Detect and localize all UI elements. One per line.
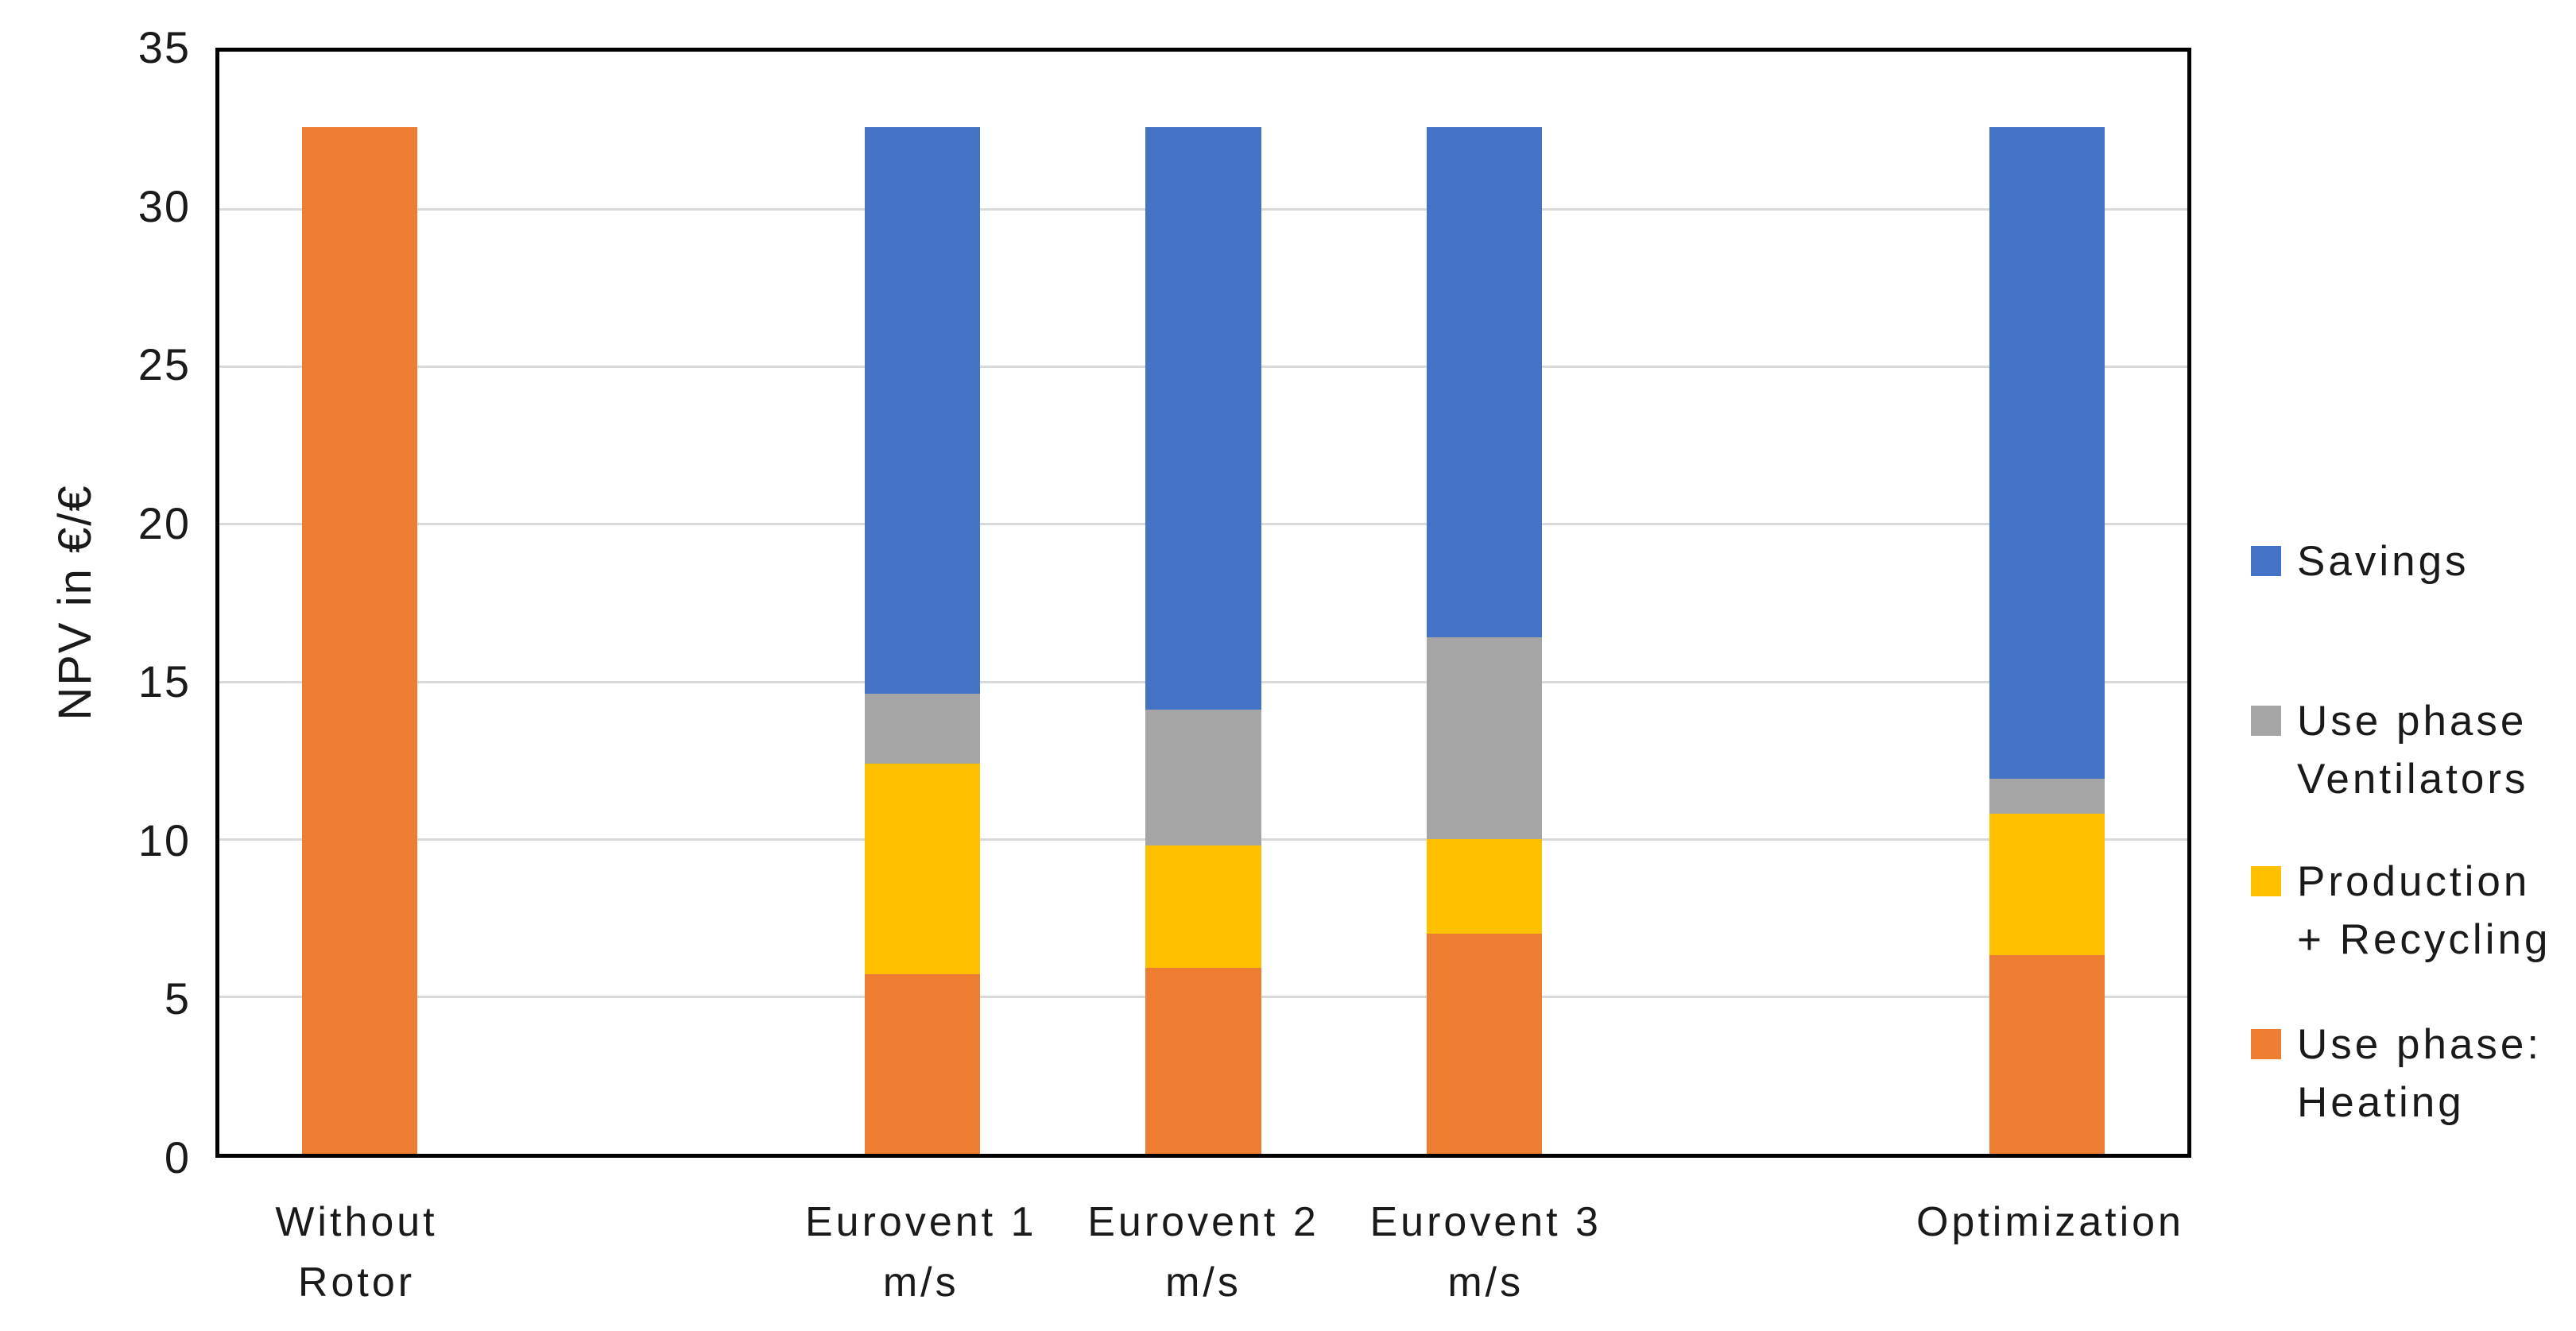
x-category-label-eurovent-1-m-s: Eurovent 1 m/s — [667, 1192, 1176, 1313]
legend-label: Savings — [2297, 532, 2469, 590]
bar-segment-eurovent-2-m-s-use-phase-heating — [1145, 968, 1261, 1154]
legend-swatch-icon — [2251, 706, 2281, 736]
legend-item-production-recycling: Production + Recycling — [2251, 853, 2551, 969]
bar-eurovent-3-m-s — [1427, 52, 1543, 1154]
x-category-label-optimization: Optimization — [1795, 1192, 2304, 1252]
bar-segment-eurovent-2-m-s-savings — [1145, 127, 1261, 710]
x-category-label-eurovent-3-m-s: Eurovent 3 m/s — [1231, 1192, 1740, 1313]
legend-label: Production + Recycling — [2297, 853, 2551, 969]
x-category-label-without-rotor: Without Rotor — [103, 1192, 611, 1313]
legend-label: Use phase: Heating — [2297, 1016, 2542, 1132]
y-tick-label-20: 20 — [138, 497, 191, 548]
bar-segment-eurovent-1-m-s-production-recycling — [864, 763, 980, 975]
bar-segment-eurovent-3-m-s-use-phase-ventilators — [1427, 637, 1543, 839]
bar-eurovent-1-m-s — [864, 52, 980, 1154]
bar-segment-eurovent-3-m-s-savings — [1427, 127, 1543, 638]
legend-swatch-icon — [2251, 546, 2281, 576]
y-tick-label-35: 35 — [138, 22, 191, 72]
x-category-label-line: m/s — [1447, 1259, 1524, 1306]
y-tick-label-0: 0 — [164, 1132, 191, 1182]
bar-segment-eurovent-1-m-s-savings — [864, 127, 980, 695]
plot-area — [215, 48, 2191, 1158]
bar-segment-optimization-production-recycling — [1989, 814, 2105, 956]
x-category-label-line: m/s — [882, 1259, 959, 1306]
bar-segment-eurovent-3-m-s-use-phase-heating — [1427, 933, 1543, 1154]
y-tick-label-10: 10 — [138, 814, 191, 865]
legend-swatch-icon — [2251, 1029, 2281, 1059]
x-category-label-line: Eurovent 1 — [805, 1199, 1037, 1245]
y-tick-label-15: 15 — [138, 656, 191, 707]
bar-segment-eurovent-3-m-s-production-recycling — [1427, 838, 1543, 934]
bar-without-rotor — [302, 52, 418, 1154]
x-category-label-eurovent-2-m-s: Eurovent 2 m/s — [949, 1192, 1458, 1313]
x-category-label-line: Eurovent 2 — [1087, 1199, 1319, 1245]
bar-segment-eurovent-2-m-s-production-recycling — [1145, 845, 1261, 969]
x-category-label-line: Without — [275, 1199, 438, 1245]
legend-item-savings: Savings — [2251, 532, 2469, 590]
legend-label: Use phase Ventilators — [2297, 692, 2528, 808]
legend-swatch-icon — [2251, 866, 2281, 896]
bar-segment-without-rotor-use-phase-heating — [302, 127, 418, 1154]
bar-segment-eurovent-2-m-s-use-phase-ventilators — [1145, 710, 1261, 845]
legend-label-line: Savings — [2297, 538, 2469, 585]
y-tick-label-5: 5 — [164, 973, 191, 1024]
legend-label-line: Use phase — [2297, 698, 2528, 745]
bar-segment-eurovent-1-m-s-use-phase-heating — [864, 974, 980, 1154]
legend-item-use-phase-ventilators: Use phase Ventilators — [2251, 692, 2528, 808]
bar-segment-optimization-use-phase-heating — [1989, 955, 2105, 1154]
legend-label-line: Heating — [2297, 1079, 2465, 1126]
x-category-label-line: m/s — [1165, 1259, 1242, 1306]
legend-item-use-phase-heating: Use phase: Heating — [2251, 1016, 2542, 1132]
y-tick-label-25: 25 — [138, 339, 191, 390]
legend-label-line: Production — [2297, 858, 2531, 905]
bar-segment-optimization-use-phase-ventilators — [1989, 779, 2105, 814]
bar-eurovent-2-m-s — [1145, 52, 1261, 1154]
bar-segment-optimization-savings — [1989, 127, 2105, 780]
legend-label-line: Ventilators — [2297, 756, 2529, 803]
y-tick-label-30: 30 — [138, 180, 191, 231]
bar-optimization — [1989, 52, 2105, 1154]
legend-label-line: Use phase: — [2297, 1021, 2543, 1068]
legend-label-line: + Recycling — [2297, 916, 2551, 963]
x-category-label-line: Rotor — [297, 1259, 416, 1306]
x-category-label-line: Eurovent 3 — [1369, 1199, 1602, 1245]
bar-segment-eurovent-1-m-s-use-phase-ventilators — [864, 694, 980, 764]
x-category-label-line: Optimization — [1916, 1199, 2184, 1245]
